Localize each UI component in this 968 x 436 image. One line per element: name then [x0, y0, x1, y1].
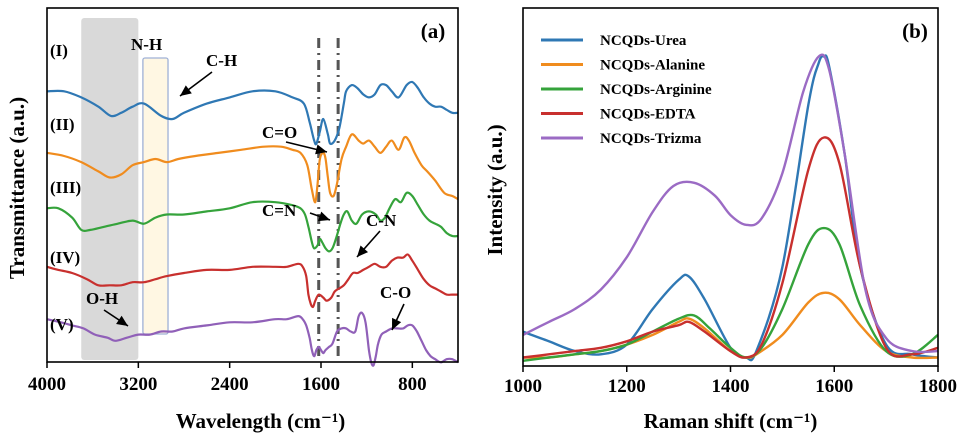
series-line-5: [46, 311, 459, 367]
ch-highlight-band: [142, 57, 169, 335]
x-tick-label-a: 1600: [302, 374, 340, 395]
annotation-label-6: O-H: [86, 289, 118, 308]
x-tick-label-b: 1200: [608, 376, 646, 397]
series-line-3: [46, 191, 459, 253]
series-label-2: (II): [50, 115, 75, 134]
panel-label-a: (a): [421, 19, 446, 43]
x-tick-label-b: 1800: [919, 376, 957, 397]
ch-arrow-head: [180, 85, 192, 96]
y-axis-title-a: Transmittance (a.u.): [5, 97, 29, 279]
annotation-label-3: C=O: [262, 123, 297, 142]
panel-label-b: (b): [902, 19, 928, 43]
cn-double-arrow-head: [317, 211, 330, 222]
legend-label-3: NCQDs-Arginine: [600, 82, 712, 98]
legend-label-1: NCQDs-Urea: [600, 33, 687, 49]
annotation-label-2: C-H: [206, 51, 237, 70]
series-line-4: [46, 253, 458, 309]
panel-a: 4000 3200 2400 1600 800 Wavelength (cm⁻¹) Tran…: [5, 7, 459, 433]
legend-label-2: NCQDs-Alanine: [600, 58, 705, 74]
x-tick-label-a: 2400: [211, 374, 249, 395]
co-arrow-head: [392, 317, 402, 330]
x-tick-label-b: 1600: [815, 376, 853, 397]
plot-frame-a: [46, 7, 459, 363]
x-tick-label-a: 3200: [119, 374, 157, 395]
plot-frame-b: [522, 7, 939, 367]
y-axis-title-b: Intensity (a.u.): [483, 124, 507, 255]
annotation-label-7: C-O: [380, 283, 411, 302]
x-axis-title-b: Raman shift (cm⁻¹): [644, 409, 818, 433]
cn-arrow-head: [357, 245, 369, 257]
series-line-1: [46, 80, 459, 146]
annotation-label-5: C-N: [366, 211, 397, 230]
x-tick-label-a: 4000: [28, 374, 66, 395]
panel-b: 1000 1200 1400 1600 1800 Raman shift (cm⁻¹) In…: [483, 7, 957, 433]
series-label-3: (III): [50, 178, 81, 197]
oh-highlight-band: [81, 18, 139, 360]
legend-label-4: NCQDs-EDTA: [600, 107, 696, 123]
x-tick-label-b: 1400: [712, 376, 750, 397]
legend-label-5: NCQDs-Trizma: [600, 131, 702, 147]
oh-arrow-head: [116, 315, 128, 326]
x-tick-label-b: 1000: [504, 376, 542, 397]
x-tick-label-a: 800: [398, 374, 427, 395]
annotation-label-4: C=N: [262, 201, 297, 220]
x-axis-title-a: Wavelength (cm⁻¹): [176, 409, 346, 433]
series-label-4: (IV): [50, 248, 80, 267]
co-double-arrow-head: [315, 144, 327, 155]
raman-series-line-1: [522, 54, 939, 362]
annotation-label-1: N-H: [131, 35, 162, 54]
series-line-2: [46, 133, 459, 204]
series-label-1: (I): [50, 41, 68, 60]
raman-series-line-5: [522, 53, 939, 354]
series-label-5: (V): [50, 315, 74, 334]
